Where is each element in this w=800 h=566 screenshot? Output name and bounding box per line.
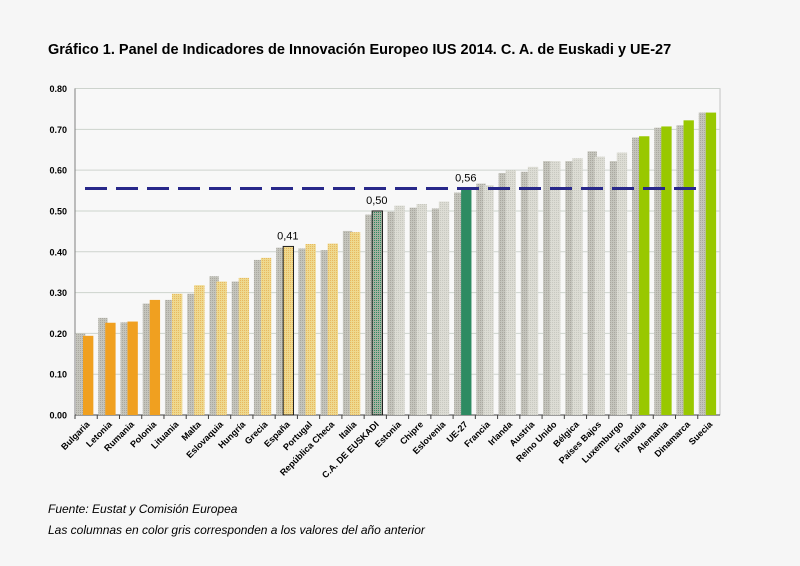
bar-previous-7 [231, 281, 242, 415]
bar-previous-0 [76, 333, 86, 415]
y-tick-label: 0.00 [49, 411, 67, 421]
data-label: 0,50 [366, 195, 387, 207]
bar-current-2 [127, 321, 138, 415]
bar-current-24 [616, 152, 628, 415]
bar-current-25 [639, 136, 650, 416]
bar-current-5 [194, 285, 205, 415]
y-tick-label: 0.40 [49, 247, 67, 257]
bar-current-12 [349, 232, 361, 415]
bar-previous-8 [253, 259, 264, 415]
source-note: Fuente: Eustat y Comisión Europea [48, 502, 238, 516]
bar-previous-23 [587, 151, 597, 415]
bar-previous-22 [565, 161, 575, 415]
bar-previous-3 [142, 303, 153, 415]
bar-previous-18 [476, 183, 486, 415]
bar-previous-17 [454, 192, 464, 415]
bar-previous-2 [120, 322, 130, 415]
bar-current-17 [461, 188, 472, 415]
bar-previous-21 [543, 161, 553, 415]
data-label: 0,56 [455, 172, 476, 184]
bar-current-0 [83, 335, 94, 415]
bar-current-13 [371, 210, 383, 416]
bar-current-15 [416, 203, 427, 415]
bar-previous-19 [498, 172, 508, 415]
bar-previous-14 [387, 211, 397, 415]
bar-previous-15 [409, 207, 419, 415]
bar-current-11 [327, 243, 339, 415]
bar-previous-25 [632, 137, 642, 415]
data-label: 0,41 [277, 230, 298, 242]
y-tick-label: 0.30 [49, 288, 67, 298]
legend-note: Las columnas en color gris corresponden … [48, 523, 425, 537]
bar-previous-10 [298, 248, 308, 415]
x-tick-label: Bulgaria [59, 419, 92, 452]
bar-current-27 [683, 120, 694, 416]
bar-current-14 [394, 205, 405, 415]
bar-previous-13 [365, 214, 375, 415]
bar-previous-12 [342, 230, 353, 415]
bar-previous-5 [187, 293, 197, 415]
x-tick-label: Francia [462, 419, 492, 449]
y-tick-label: 0.20 [49, 329, 67, 339]
bar-current-3 [149, 299, 161, 415]
y-tick-label: 0.60 [49, 166, 67, 176]
bar-current-19 [505, 170, 516, 415]
y-tick-label: 0.80 [49, 84, 67, 94]
bar-current-4 [171, 293, 183, 415]
bar-previous-24 [609, 161, 620, 415]
bar-previous-11 [320, 250, 330, 415]
bar-previous-9 [276, 247, 286, 415]
bar-current-23 [594, 156, 605, 416]
bar-current-28 [705, 112, 717, 415]
bar-current-10 [305, 243, 316, 415]
chart-title: Gráfico 1. Panel de Indicadores de Innov… [48, 42, 672, 58]
bar-previous-28 [698, 112, 709, 415]
bar-current-18 [483, 185, 494, 415]
bar-previous-6 [209, 276, 219, 415]
bar-current-26 [661, 126, 672, 415]
bar-current-22 [572, 158, 583, 415]
bar-current-21 [550, 161, 561, 415]
bar-current-7 [238, 277, 250, 415]
bar-previous-1 [98, 317, 108, 415]
bar-previous-27 [676, 125, 686, 415]
bar-current-8 [260, 257, 272, 415]
bar-previous-16 [431, 208, 442, 415]
bar-current-1 [105, 322, 116, 415]
y-tick-label: 0.10 [49, 370, 67, 380]
bar-previous-4 [164, 299, 175, 415]
bar-previous-26 [654, 127, 664, 416]
y-tick-label: 0.50 [49, 206, 67, 216]
bar-current-9 [282, 245, 295, 416]
bar-previous-20 [520, 171, 531, 415]
bar-current-16 [438, 201, 450, 415]
bar-current-6 [216, 281, 227, 415]
x-tick-label: Suecia [687, 419, 715, 447]
y-tick-label: 0.70 [49, 125, 67, 135]
bar-current-20 [527, 166, 539, 415]
